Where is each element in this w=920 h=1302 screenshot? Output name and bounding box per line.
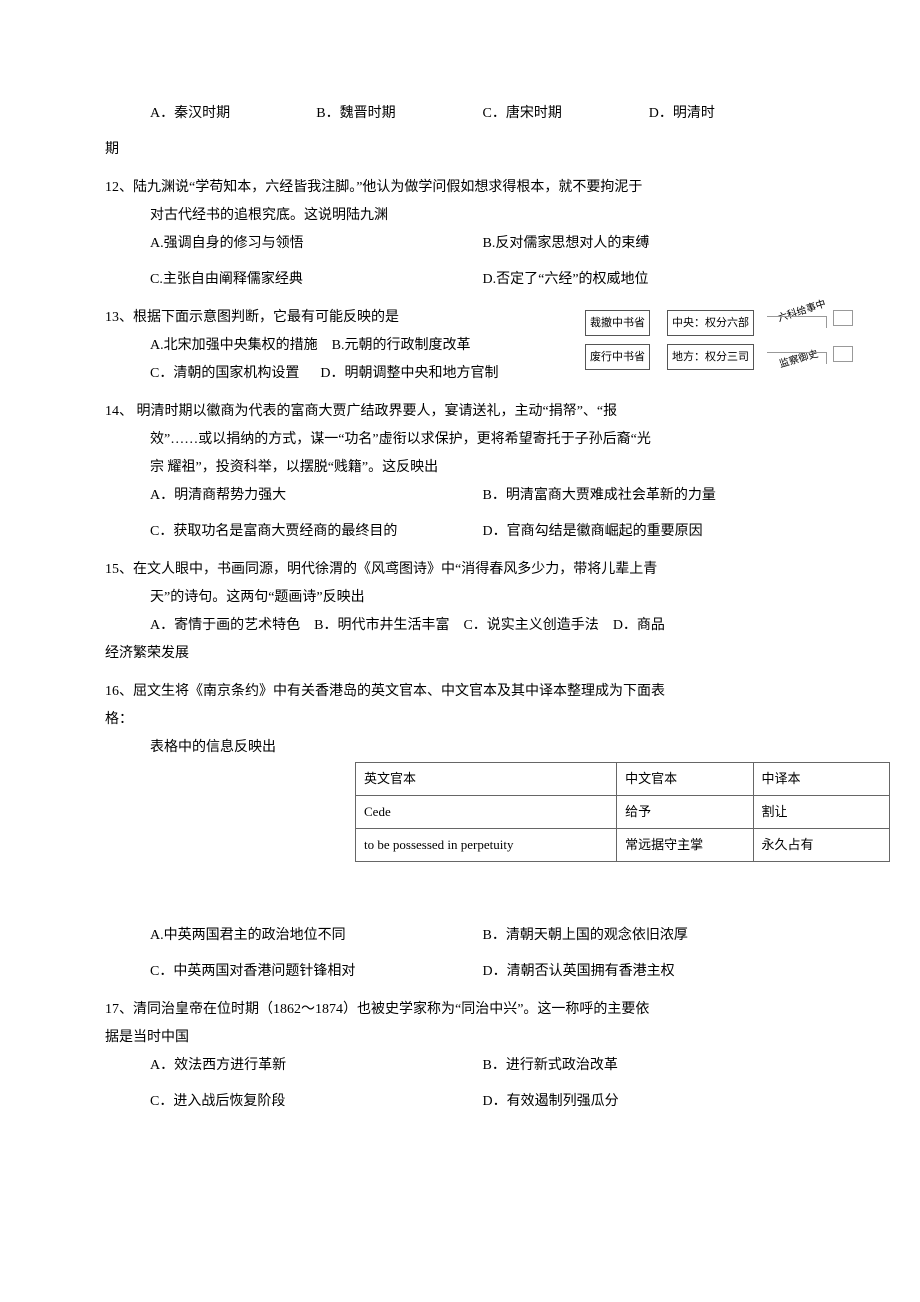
option-row: A．寄情于画的艺术特色 B．明代市井生活丰富 C．说实主义创造手法 D．商品 bbox=[105, 612, 815, 640]
table-header-cell: 中文官本 bbox=[617, 763, 753, 796]
question-text-line3: 宗 耀祖”，投资科举，以摆脱“贱籍”。这反映出 bbox=[105, 454, 815, 482]
option-row: A．秦汉时期 B．魏晋时期 C．唐宋时期 D．明清时 bbox=[105, 100, 815, 128]
diagram-connector bbox=[767, 316, 827, 328]
option-row: C．中英两国对香港问题针锋相对 D．清朝否认英国拥有香港主权 bbox=[105, 958, 815, 986]
option-a: A．秦汉时期 bbox=[150, 100, 316, 128]
option-a: A．明清商帮势力强大 bbox=[150, 482, 483, 510]
question-11-options: A．秦汉时期 B．魏晋时期 C．唐宋时期 D．明清时 期 bbox=[105, 100, 815, 164]
option-d: D．有效遏制列强瓜分 bbox=[483, 1088, 816, 1116]
option-d-tail: 经济繁荣发展 bbox=[105, 640, 815, 668]
option-d: D.否定了“六经”的权威地位 bbox=[483, 266, 816, 294]
diagram-box-1: 裁撤中书省 bbox=[585, 310, 650, 336]
option-c: C．中英两国对香港问题针锋相对 bbox=[150, 958, 483, 986]
option-b: B．魏晋时期 bbox=[316, 100, 482, 128]
question-15: 15、在文人眼中，书画同源，明代徐渭的《风鸢图诗》中“消得春风多少力，带将儿辈上… bbox=[105, 556, 815, 668]
treaty-table: 英文官本 中文官本 中译本 Cede 给予 割让 to be possessed… bbox=[355, 762, 890, 862]
option-d-tail: 期 bbox=[105, 136, 815, 164]
option-d: D．商品 bbox=[613, 618, 665, 633]
question-14: 14、 明清时期以徽商为代表的富商大贾广结政界要人，宴请送礼，主动“捐帑”、“报… bbox=[105, 398, 815, 546]
table-prompt: 表格中的信息反映出 bbox=[105, 734, 345, 762]
option-row: C．进入战后恢复阶段 D．有效遏制列强瓜分 bbox=[105, 1088, 815, 1116]
option-row: A．明清商帮势力强大 B．明清富商大贾难成社会革新的力量 bbox=[105, 482, 815, 510]
option-c: C．说实主义创造手法 bbox=[463, 618, 598, 633]
table-cell: Cede bbox=[356, 796, 617, 829]
option-c: C．清朝的国家机构设置 bbox=[150, 366, 299, 381]
org-diagram: 裁撤中书省 中央：权分六部 废行中书省 地方：权分三司 六科给事中 监察御史 bbox=[585, 296, 855, 378]
question-text-line2: 天”的诗句。这两句“题画诗”反映出 bbox=[105, 584, 815, 612]
table-section: 表格中的信息反映出 英文官本 中文官本 中译本 Cede 给予 割让 to be… bbox=[105, 734, 815, 862]
option-a: A．效法西方进行革新 bbox=[150, 1052, 483, 1080]
table-header-cell: 英文官本 bbox=[356, 763, 617, 796]
option-a: A．寄情于画的艺术特色 bbox=[150, 618, 300, 633]
option-b: B.元朝的行政制度改革 bbox=[332, 338, 471, 353]
option-c: C.主张自由阐释儒家经典 bbox=[150, 266, 483, 294]
option-a: A.北宋加强中央集权的措施 bbox=[150, 338, 318, 353]
question-text-line2: 格： bbox=[105, 706, 815, 734]
table-row: Cede 给予 割让 bbox=[356, 796, 890, 829]
question-text-line1: 12、陆九渊说“学苟知本，六经皆我注脚。”他认为做学问假如想求得根本，就不要拘泥… bbox=[105, 174, 815, 202]
option-c: C．获取功名是富商大贾经商的最终目的 bbox=[150, 518, 483, 546]
diagram-end-box bbox=[833, 310, 853, 326]
question-17: 17、清同治皇帝在位时期（1862～1874）也被史学家称为“同治中兴”。这一称… bbox=[105, 996, 815, 1116]
spacer bbox=[105, 882, 815, 922]
question-text-line1: 16、屈文生将《南京条约》中有关香港岛的英文官本、中文官本及其中译本整理成为下面… bbox=[105, 678, 815, 706]
diagram-box-4: 地方：权分三司 bbox=[667, 344, 754, 370]
option-row: A．效法西方进行革新 B．进行新式政治改革 bbox=[105, 1052, 815, 1080]
table-cell: 给予 bbox=[617, 796, 753, 829]
option-row: C.主张自由阐释儒家经典 D.否定了“六经”的权威地位 bbox=[105, 266, 815, 294]
question-text-line2: 效”……或以捐纳的方式，谋一“功名”虚衔以求保护，更将希望寄托于子孙后裔“光 bbox=[105, 426, 815, 454]
question-12: 12、陆九渊说“学苟知本，六经皆我注脚。”他认为做学问假如想求得根本，就不要拘泥… bbox=[105, 174, 815, 294]
diagram-box-2: 中央：权分六部 bbox=[667, 310, 754, 336]
table-cell: 永久占有 bbox=[753, 829, 889, 862]
table-row: to be possessed in perpetuity 常远据守主掌 永久占… bbox=[356, 829, 890, 862]
table-cell: to be possessed in perpetuity bbox=[356, 829, 617, 862]
option-d: D．清朝否认英国拥有香港主权 bbox=[483, 958, 816, 986]
table-row-header: 英文官本 中文官本 中译本 bbox=[356, 763, 890, 796]
option-row: C．获取功名是富商大贾经商的最终目的 D．官商勾结是徽商崛起的重要原因 bbox=[105, 518, 815, 546]
option-d: D．明朝调整中央和地方官制 bbox=[320, 366, 498, 381]
option-b: B．明代市井生活丰富 bbox=[314, 618, 449, 633]
table-cell: 割让 bbox=[753, 796, 889, 829]
diagram-box-3: 废行中书省 bbox=[585, 344, 650, 370]
table-header-cell: 中译本 bbox=[753, 763, 889, 796]
question-text-line2: 据是当时中国 bbox=[105, 1024, 815, 1052]
option-d: D．明清时 bbox=[649, 100, 815, 128]
table-cell: 常远据守主掌 bbox=[617, 829, 753, 862]
option-a: A.中英两国君主的政治地位不同 bbox=[150, 922, 483, 950]
option-c: C．进入战后恢复阶段 bbox=[150, 1088, 483, 1116]
option-row: A.中英两国君主的政治地位不同 B．清朝天朝上国的观念依旧浓厚 bbox=[105, 922, 815, 950]
question-16: 16、屈文生将《南京条约》中有关香港岛的英文官本、中文官本及其中译本整理成为下面… bbox=[105, 678, 815, 986]
option-b: B．进行新式政治改革 bbox=[483, 1052, 816, 1080]
option-b: B.反对儒家思想对人的束缚 bbox=[483, 230, 816, 258]
option-row: A.强调自身的修习与领悟 B.反对儒家思想对人的束缚 bbox=[105, 230, 815, 258]
question-text-line1: 15、在文人眼中，书画同源，明代徐渭的《风鸢图诗》中“消得春风多少力，带将儿辈上… bbox=[105, 556, 815, 584]
question-text-line1: 17、清同治皇帝在位时期（1862～1874）也被史学家称为“同治中兴”。这一称… bbox=[105, 996, 815, 1024]
diagram-connector bbox=[767, 352, 827, 364]
option-b: B．明清富商大贾难成社会革新的力量 bbox=[483, 482, 816, 510]
diagram-end-box bbox=[833, 346, 853, 362]
question-13: 13、根据下面示意图判断，它最有可能反映的是 A.北宋加强中央集权的措施 B.元… bbox=[105, 304, 815, 388]
question-text-line1: 14、 明清时期以徽商为代表的富商大贾广结政界要人，宴请送礼，主动“捐帑”、“报 bbox=[105, 398, 815, 426]
option-d: D．官商勾结是徽商崛起的重要原因 bbox=[483, 518, 816, 546]
question-text-line2: 对古代经书的追根究底。这说明陆九渊 bbox=[105, 202, 815, 230]
option-a: A.强调自身的修习与领悟 bbox=[150, 230, 483, 258]
option-b: B．清朝天朝上国的观念依旧浓厚 bbox=[483, 922, 816, 950]
option-c: C．唐宋时期 bbox=[483, 100, 649, 128]
